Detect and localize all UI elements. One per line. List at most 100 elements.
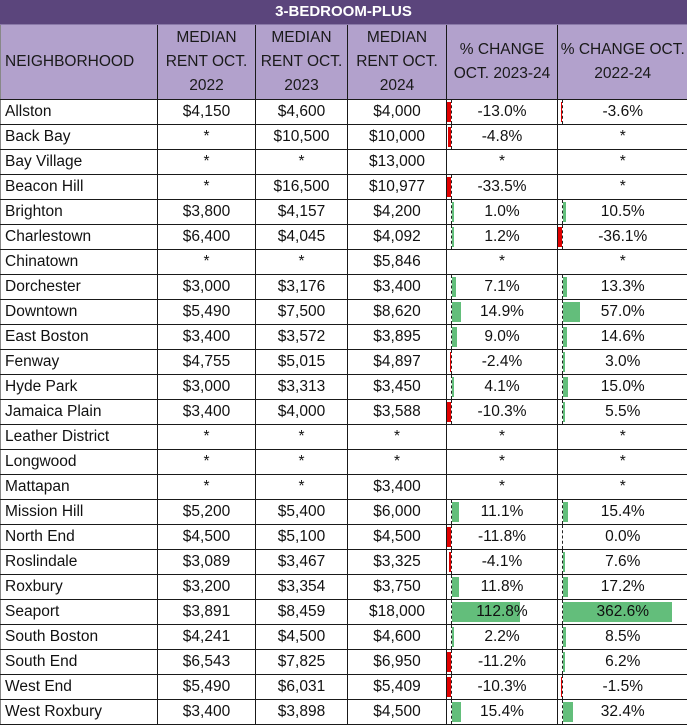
table-title: 3-BEDROOM-PLUS (0, 0, 687, 25)
cell-change-2023-24: 112.8% (447, 600, 558, 625)
cell-rent-2023: $16,500 (256, 175, 348, 200)
data-bar-positive (563, 627, 566, 647)
percent-value: * (620, 453, 626, 470)
data-bar-axis (562, 225, 563, 249)
percent-value: -11.8% (478, 528, 526, 545)
data-bar-positive (563, 352, 565, 372)
cell-rent-2022: $3,000 (158, 375, 256, 400)
table-row: Beacon Hill*$16,500$10,977-33.5%* (1, 175, 687, 200)
percent-value: -11.2% (478, 653, 526, 670)
percent-value: * (620, 178, 626, 195)
data-bar-axis (451, 550, 452, 574)
cell-rent-2024: $3,750 (348, 575, 447, 600)
percent-value: 112.8% (476, 603, 527, 620)
percent-value: * (620, 128, 626, 145)
cell-change-2022-24: 362.6% (558, 600, 687, 625)
data-bar-axis (562, 100, 563, 124)
cell-rent-2023: $4,157 (256, 200, 348, 225)
cell-rent-2023: * (256, 425, 348, 450)
cell-rent-2022: $3,089 (158, 550, 256, 575)
data-bar-negative (448, 127, 451, 147)
cell-neighborhood: Beacon Hill (1, 175, 158, 200)
cell-rent-2024: $3,325 (348, 550, 447, 575)
cell-change-2022-24: * (558, 125, 687, 150)
cell-neighborhood: Jamaica Plain (1, 400, 158, 425)
data-bar-axis (451, 675, 452, 699)
percent-value: 13.3% (601, 278, 645, 295)
percent-value: 7.1% (484, 278, 519, 295)
cell-neighborhood: South End (1, 650, 158, 675)
cell-rent-2023: $3,313 (256, 375, 348, 400)
cell-rent-2022: * (158, 250, 256, 275)
data-bar-negative (558, 227, 563, 247)
cell-rent-2022: $4,241 (158, 625, 256, 650)
percent-value: 3.0% (605, 353, 640, 370)
cell-rent-2024: $4,000 (348, 100, 447, 125)
data-bar-positive (452, 277, 456, 297)
data-bar-axis (562, 675, 563, 699)
table-row: Bay Village**$13,000** (1, 150, 687, 175)
cell-rent-2024: $4,897 (348, 350, 447, 375)
cell-change-2023-24: -13.0% (447, 100, 558, 125)
cell-rent-2023: $4,500 (256, 625, 348, 650)
data-bar-negative (561, 677, 563, 697)
table-row: Fenway$4,755$5,015$4,897-2.4%3.0% (1, 350, 687, 375)
percent-value: -36.1% (598, 228, 647, 245)
cell-change-2023-24: 11.8% (447, 575, 558, 600)
cell-change-2022-24: -36.1% (558, 225, 687, 250)
cell-neighborhood: Roslindale (1, 550, 158, 575)
cell-rent-2023: * (256, 150, 348, 175)
cell-rent-2024: $4,092 (348, 225, 447, 250)
cell-rent-2022: $3,891 (158, 600, 256, 625)
cell-change-2023-24: -33.5% (447, 175, 558, 200)
data-bar-positive (452, 502, 459, 522)
data-bar-axis (451, 350, 452, 374)
percent-value: * (620, 428, 626, 445)
cell-change-2022-24: * (558, 150, 687, 175)
cell-neighborhood: East Boston (1, 325, 158, 350)
cell-neighborhood: Dorchester (1, 275, 158, 300)
percent-value: * (620, 153, 626, 170)
cell-rent-2024: $4,600 (348, 625, 447, 650)
cell-rent-2024: $3,588 (348, 400, 447, 425)
percent-value: -4.1% (482, 553, 523, 570)
cell-change-2022-24: 15.0% (558, 375, 687, 400)
percent-value: 57.0% (601, 303, 645, 320)
cell-change-2022-24: 13.3% (558, 275, 687, 300)
data-bar-negative (447, 652, 452, 672)
percent-value: 15.4% (480, 703, 524, 720)
data-bar-positive (452, 302, 461, 322)
percent-value: 5.5% (605, 403, 640, 420)
cell-change-2022-24: * (558, 425, 687, 450)
cell-change-2023-24: -11.2% (447, 650, 558, 675)
cell-change-2023-24: -4.8% (447, 125, 558, 150)
header-row: NEIGHBORHOOD MEDIAN RENT OCT. 2022 MEDIA… (1, 25, 687, 100)
percent-value: -10.3% (477, 678, 526, 695)
table-row: Jamaica Plain$3,400$4,000$3,588-10.3%5.5… (1, 400, 687, 425)
cell-neighborhood: Fenway (1, 350, 158, 375)
cell-rent-2022: $3,800 (158, 200, 256, 225)
data-bar-positive (452, 227, 454, 247)
data-bar-positive (452, 702, 461, 722)
data-bar-positive (563, 502, 568, 522)
data-bar-positive (563, 377, 568, 397)
cell-change-2023-24: * (447, 425, 558, 450)
data-bar-positive (563, 327, 567, 347)
cell-rent-2024: $3,895 (348, 325, 447, 350)
cell-change-2022-24: 10.5% (558, 200, 687, 225)
cell-change-2022-24: 3.0% (558, 350, 687, 375)
cell-neighborhood: Chinatown (1, 250, 158, 275)
cell-change-2022-24: -1.5% (558, 675, 687, 700)
data-bar-positive (563, 702, 573, 722)
percent-value: -33.5% (477, 178, 526, 195)
cell-rent-2023: $5,100 (256, 525, 348, 550)
col-header-change-2023-24: % CHANGE OCT. 2023-24 (447, 25, 558, 100)
percent-value: -3.6% (603, 103, 644, 120)
cell-rent-2022: $4,500 (158, 525, 256, 550)
